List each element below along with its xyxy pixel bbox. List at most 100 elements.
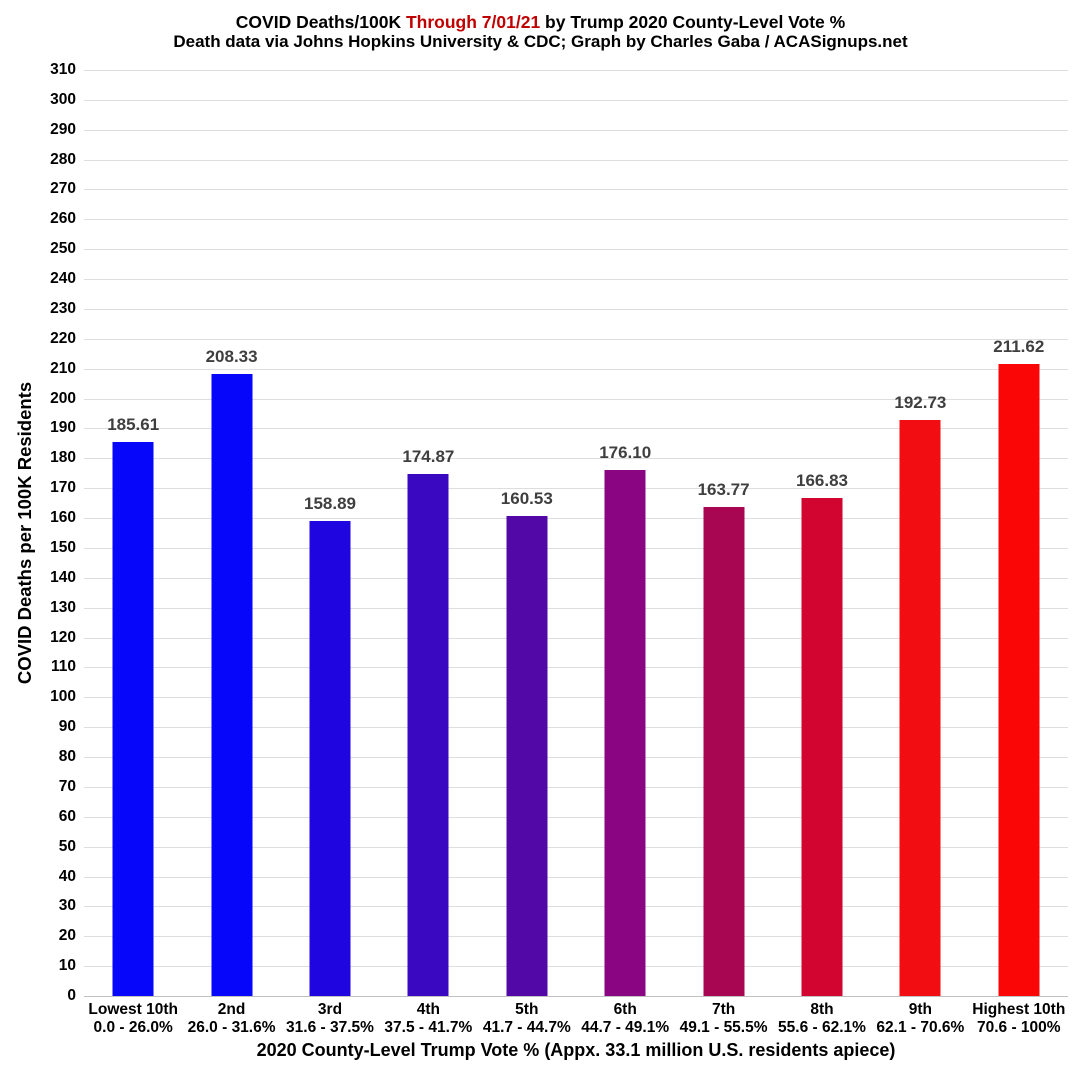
bar-column: 160.53 (478, 70, 576, 996)
bar-value-label: 185.61 (107, 414, 160, 434)
bar-column: 192.73 (871, 70, 969, 996)
x-tick-label-decile: 5th (515, 1001, 539, 1018)
gridline (84, 189, 1068, 191)
x-tick-label-decile: Highest 10th (972, 1001, 1066, 1018)
gridline (84, 428, 1068, 430)
x-tick-label-range: 0.0 - 26.0% (93, 1019, 173, 1036)
gridline (84, 637, 1068, 639)
bar-value-label: 163.77 (697, 479, 750, 499)
bar (506, 516, 548, 996)
y-tick-label: 280 (50, 150, 76, 168)
gridline (84, 458, 1068, 460)
gridline (84, 279, 1068, 281)
bar (703, 506, 745, 996)
gridline (84, 876, 1068, 878)
x-tick-label-range: 70.6 - 100% (976, 1019, 1061, 1036)
x-tick-label-decile: 3rd (317, 1001, 343, 1018)
x-tick-label-decile: 9th (908, 1001, 932, 1018)
gridline (84, 966, 1068, 968)
gridline (84, 757, 1068, 759)
bar (309, 521, 351, 996)
x-tick-label-decile: 6th (613, 1001, 637, 1018)
x-axis-title: 2020 County-Level Trump Vote % (Appx. 33… (256, 1040, 896, 1060)
x-tick-label-decile: 4th (416, 1001, 440, 1018)
y-tick-label: 50 (58, 837, 76, 855)
y-tick-label: 100 (50, 688, 76, 706)
x-tick-label-range: 55.6 - 62.1% (778, 1019, 866, 1036)
x-tick-label: 7th 49.1 - 55.5% (674, 1001, 772, 1037)
gridline (84, 488, 1068, 490)
bar (407, 473, 449, 996)
bar (998, 363, 1040, 996)
x-tick-label-range: 44.7 - 49.1% (581, 1019, 670, 1036)
bar-column: 176.10 (576, 70, 674, 996)
gridline (84, 159, 1068, 161)
y-tick-label: 160 (50, 509, 76, 527)
y-tick-label: 190 (50, 419, 76, 437)
bar-column: 211.62 (970, 70, 1068, 996)
bar (112, 441, 154, 996)
chart-title: COVID Deaths/100K Through 7/01/21 by Tru… (0, 12, 1081, 32)
gridline (84, 368, 1068, 370)
y-tick-label: 80 (58, 748, 76, 766)
y-tick-label: 30 (58, 897, 76, 915)
y-tick-label: 170 (50, 479, 76, 497)
gridline (84, 697, 1068, 699)
y-tick-label: 110 (50, 658, 76, 676)
x-axis-baseline (84, 996, 1068, 997)
bar-value-label: 176.10 (599, 442, 652, 462)
x-tick-label: 2nd 26.0 - 31.6% (182, 1001, 280, 1037)
y-tick-label: 290 (50, 120, 76, 138)
chart-title-prefix: COVID Deaths/100K (235, 12, 406, 32)
y-tick-label: 20 (58, 927, 76, 945)
gridline (84, 727, 1068, 729)
chart-title-date-highlight: Through 7/01/21 (405, 12, 541, 32)
gridline (84, 846, 1068, 848)
bar-value-label: 160.53 (500, 489, 553, 509)
bar-value-label: 166.83 (795, 470, 848, 490)
x-tick-label-decile: 8th (810, 1001, 834, 1018)
x-tick-label-range: 41.7 - 44.7% (482, 1019, 571, 1036)
y-tick-label: 90 (58, 718, 76, 736)
x-tick-label: Highest 10th 70.6 - 100% (970, 1001, 1068, 1037)
bar (604, 469, 646, 996)
y-tick-label: 230 (50, 299, 76, 317)
x-tick-label-decile: Lowest 10th (88, 1001, 178, 1018)
y-tick-label: 10 (58, 957, 76, 975)
gridline (84, 906, 1068, 908)
bar-column: 174.87 (379, 70, 477, 996)
y-tick-label: 270 (50, 180, 76, 198)
y-tick-label: 260 (50, 210, 76, 228)
y-tick-label: 70 (58, 777, 76, 795)
x-tick-label: 9th 62.1 - 70.6% (871, 1001, 969, 1037)
gridline (84, 816, 1068, 818)
gridline (84, 607, 1068, 609)
bar-value-label: 211.62 (993, 336, 1045, 356)
y-tick-label: 60 (58, 807, 76, 825)
bar-column: 158.89 (281, 70, 379, 996)
x-tick-label-range: 31.6 - 37.5% (286, 1019, 374, 1036)
bar-column: 208.33 (182, 70, 280, 996)
y-tick-label: 240 (50, 270, 76, 288)
x-tick-label-range: 26.0 - 31.6% (187, 1019, 276, 1036)
bar (211, 373, 253, 996)
x-tick-label-decile: 7th (711, 1001, 736, 1018)
gridline (84, 398, 1068, 400)
x-tick-label: 5th 41.7 - 44.7% (478, 1001, 576, 1037)
y-tick-label: 40 (58, 867, 76, 885)
y-tick-label: 200 (50, 389, 76, 407)
x-tick-label-range: 62.1 - 70.6% (876, 1019, 965, 1036)
gridline (84, 577, 1068, 579)
y-tick-label: 120 (50, 628, 76, 646)
y-tick-label: 0 (67, 987, 76, 1004)
gridline (84, 338, 1068, 340)
gridline (84, 219, 1068, 221)
x-tick-label: 4th 37.5 - 41.7% (379, 1001, 477, 1037)
y-tick-label: 150 (50, 538, 76, 556)
gridline (84, 249, 1068, 251)
x-tick-label: 3rd 31.6 - 37.5% (281, 1001, 379, 1037)
gridline (84, 936, 1068, 938)
y-tick-label: 180 (50, 449, 76, 467)
x-tick-label: Lowest 10th 0.0 - 26.0% (84, 1001, 182, 1037)
